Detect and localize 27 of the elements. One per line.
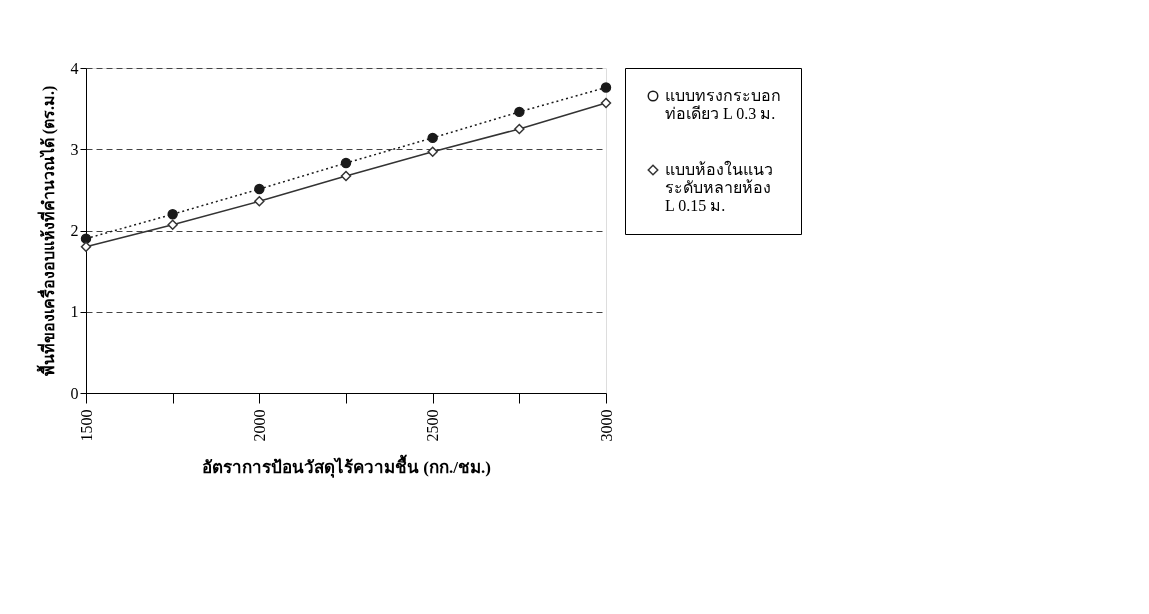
point — [514, 123, 525, 135]
y-tick-label: 3 — [70, 140, 79, 158]
point — [340, 157, 352, 169]
x-tick-label: 2500 — [424, 409, 442, 442]
point — [167, 209, 178, 220]
y-tick-label: 0 — [70, 384, 79, 402]
point — [600, 82, 612, 93]
y-tick-label: 1 — [70, 303, 79, 321]
point — [254, 196, 265, 207]
point — [427, 146, 438, 157]
point — [167, 219, 178, 231]
x-tick-label: 3000 — [597, 409, 615, 442]
x-tick-label: 2000 — [250, 409, 268, 442]
point — [80, 233, 92, 244]
point — [254, 183, 265, 195]
point — [600, 97, 612, 109]
legend-label: แบบห้องในแนว ระดับหลายห้อง L 0.15 ม. — [665, 160, 773, 214]
point — [80, 241, 92, 252]
x-axis-title: อัตราการป้อนวัสดุไร้ความชื้น (กก./ชม.) — [202, 453, 491, 478]
point — [340, 170, 352, 182]
legend-label: แบบทรงกระบอก ท่อเดียว L 0.3 ม. — [665, 87, 781, 122]
x-tick-label: 1500 — [77, 409, 95, 442]
point — [427, 132, 438, 144]
point — [514, 106, 525, 118]
y-axis-title: พื้นที่ของเครื่องอบแห้งที่คำนวณได้ (ตร.ม.) — [35, 85, 58, 377]
y-tick-label: 4 — [70, 59, 79, 77]
y-tick-label: 2 — [70, 222, 79, 239]
